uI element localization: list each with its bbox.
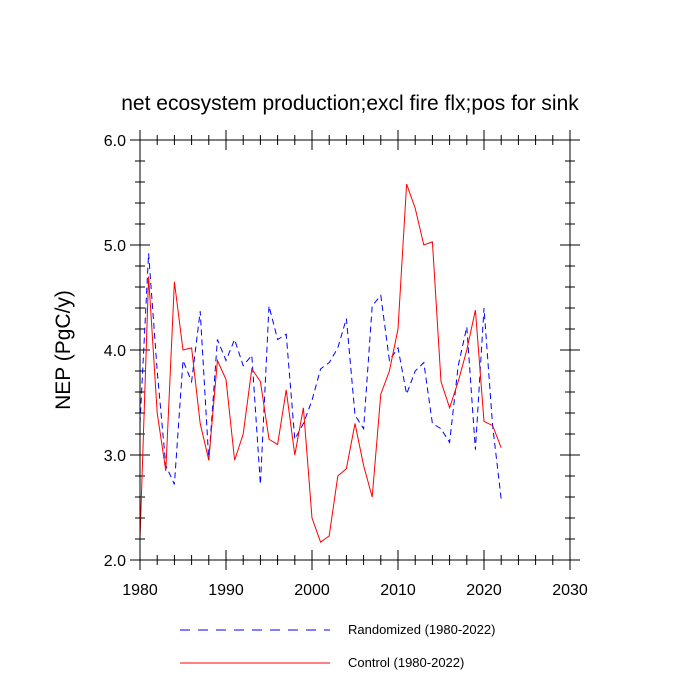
series-line-randomized [139,253,502,500]
plot-frame [139,139,571,561]
tick-labels: 1980 1990 2000 2010 2020 2030 2.0 3.0 4.0 5.0 6.0 [104,133,588,599]
y-axis-label: NEP (PgC/y) [52,290,75,410]
y-tick-label: 4.0 [104,343,126,360]
y-tick-label: 5.0 [104,238,126,255]
x-tick-label: 2010 [380,582,416,599]
series-lines [139,183,502,543]
legend: Randomized (1980-2022) Control (1980-202… [180,622,495,670]
x-tick-label: 2000 [294,582,330,599]
x-tick-label: 2030 [552,582,588,599]
legend-label-control: Control (1980-2022) [348,655,464,670]
series-line-control [139,183,502,543]
chart-title: net ecosystem production;excl fire flx;p… [121,92,579,115]
x-tick-label: 1980 [122,582,158,599]
y-tick-label: 6.0 [104,133,126,150]
y-tick-label: 2.0 [104,553,126,570]
legend-label-randomized: Randomized (1980-2022) [348,622,495,637]
x-tick-label: 2020 [466,582,502,599]
x-tick-label: 1990 [208,582,244,599]
axis-ticks [130,130,580,570]
y-tick-label: 3.0 [104,448,126,465]
